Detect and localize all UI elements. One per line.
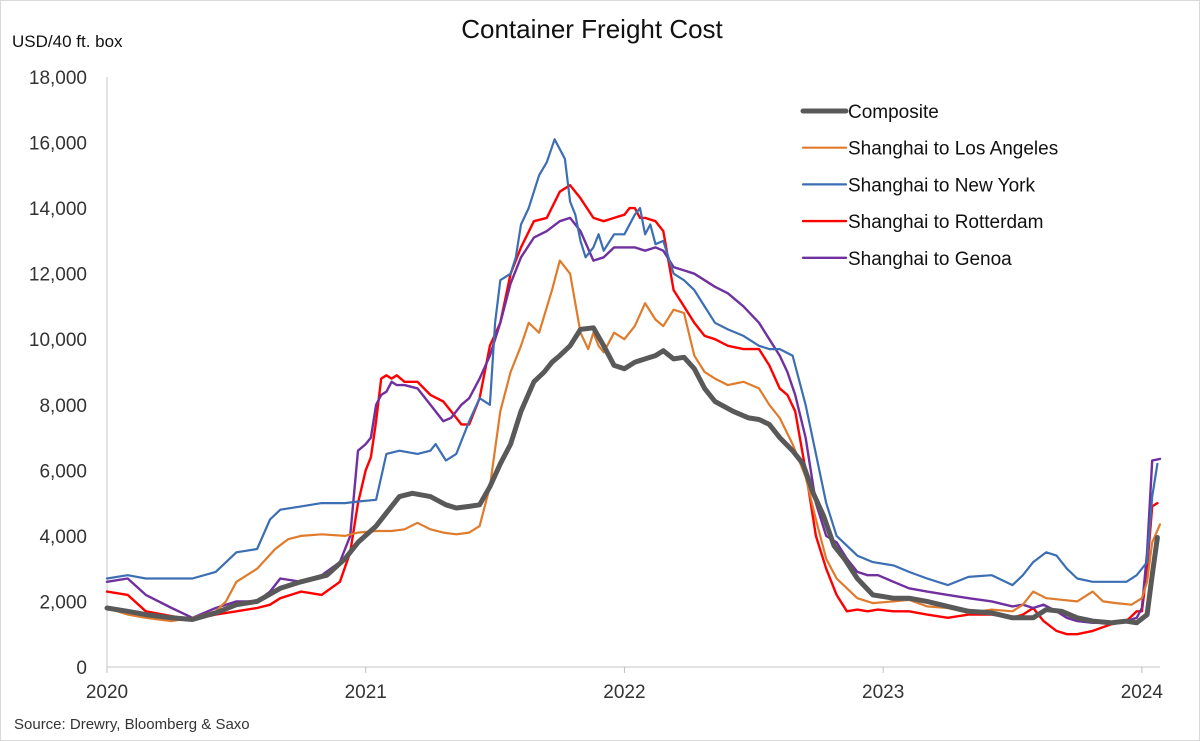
- y-tick-label: 8,000: [39, 396, 87, 417]
- legend-label: Shanghai to Rotterdam: [848, 212, 1043, 233]
- y-tick-label: 10,000: [29, 330, 87, 351]
- y-axis: 0 2,000 4,000 6,000 8,000 10,000 12,000 14,000 1…: [29, 68, 108, 679]
- series-line-1: [105, 259, 1162, 623]
- series-line-2: [105, 138, 1159, 587]
- legend-label: Shanghai to Genoa: [848, 249, 1012, 270]
- series-line-4: [105, 216, 1162, 624]
- series-layer: [104, 138, 1162, 636]
- y-tick-label: 0: [76, 658, 87, 679]
- x-tick-label: 2022: [603, 682, 645, 703]
- y-tick-label: 14,000: [29, 199, 87, 220]
- x-tick-label: 2020: [86, 682, 128, 703]
- x-tick-label: 2024: [1121, 682, 1164, 703]
- x-axis: 2020 2021 2022 2023 2024: [86, 666, 1164, 703]
- y-tick-label: 16,000: [29, 134, 87, 155]
- y-tick-label: 18,000: [29, 68, 87, 89]
- legend-label: Shanghai to Los Angeles: [848, 139, 1058, 160]
- y-tick-label: 6,000: [39, 461, 87, 482]
- source-note: Source: Drewry, Bloomberg & Saxo: [14, 716, 250, 733]
- x-tick-label: 2023: [862, 682, 904, 703]
- y-tick-label: 12,000: [29, 265, 87, 286]
- legend: Composite Shanghai to Los Angeles Shanghai…: [800, 102, 1058, 270]
- y-tick-label: 4,000: [39, 527, 87, 548]
- y-axis-unit-label: USD/40 ft. box: [12, 32, 123, 51]
- series-line-0: [104, 325, 1160, 626]
- chart-title: Container Freight Cost: [461, 14, 723, 44]
- y-tick-label: 2,000: [39, 592, 87, 613]
- x-tick-label: 2021: [345, 682, 387, 703]
- legend-label: Shanghai to New York: [848, 175, 1035, 196]
- legend-label: Composite: [848, 102, 939, 123]
